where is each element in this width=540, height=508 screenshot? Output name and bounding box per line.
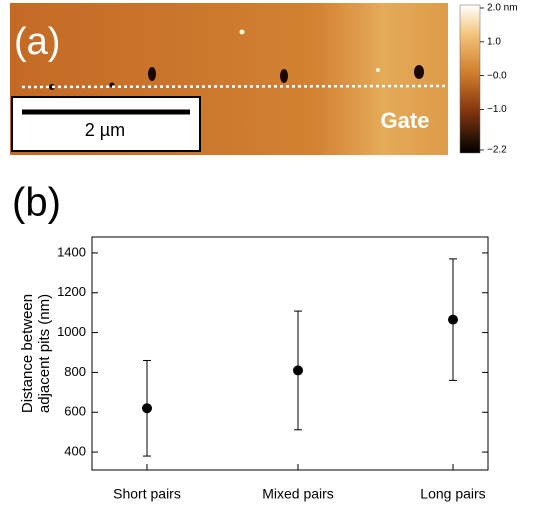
- y-tick-label: 1000: [57, 324, 86, 339]
- x-tick-label: Short pairs: [113, 486, 181, 502]
- colorbar-tick-label: 2.0 nm: [487, 3, 518, 14]
- plot-frame: [91, 236, 489, 471]
- colorbar-tick-label: −2.2: [487, 145, 507, 156]
- y-tick-label: 400: [64, 444, 86, 459]
- afm-image: 2 µm Gate (a): [10, 3, 448, 155]
- scale-bar-label: 2 µm: [85, 120, 125, 140]
- dotted-line: [21, 84, 446, 89]
- particle: [376, 68, 380, 72]
- pit: [49, 84, 55, 90]
- y-axis-label: Distance between: [19, 294, 36, 413]
- particle: [239, 29, 245, 35]
- y-tick-label: 1400: [57, 244, 86, 259]
- panel-label: (a): [14, 21, 60, 63]
- pit: [414, 65, 424, 79]
- y-tick-label: 1200: [57, 284, 86, 299]
- colorbar: [459, 4, 481, 154]
- y-tick-label: 600: [64, 404, 86, 419]
- data-point: [448, 314, 458, 325]
- y-tick-label: 800: [64, 364, 86, 379]
- data-point: [142, 403, 152, 414]
- panel-label: (b): [12, 181, 61, 225]
- gate-label: Gate: [381, 108, 430, 133]
- x-tick-label: Mixed pairs: [262, 486, 334, 502]
- y-axis-label: adjacent pits (nm): [36, 294, 53, 413]
- colorbar-tick-label: −0.0: [487, 70, 507, 81]
- data-point: [293, 365, 303, 376]
- colorbar-tick-label: 1.0: [487, 36, 501, 47]
- pit: [148, 67, 156, 81]
- colorbar-tick-label: −1.0: [487, 104, 507, 115]
- pit: [280, 69, 288, 83]
- scale-bar-box: [11, 96, 201, 152]
- x-tick-label: Long pairs: [420, 486, 485, 502]
